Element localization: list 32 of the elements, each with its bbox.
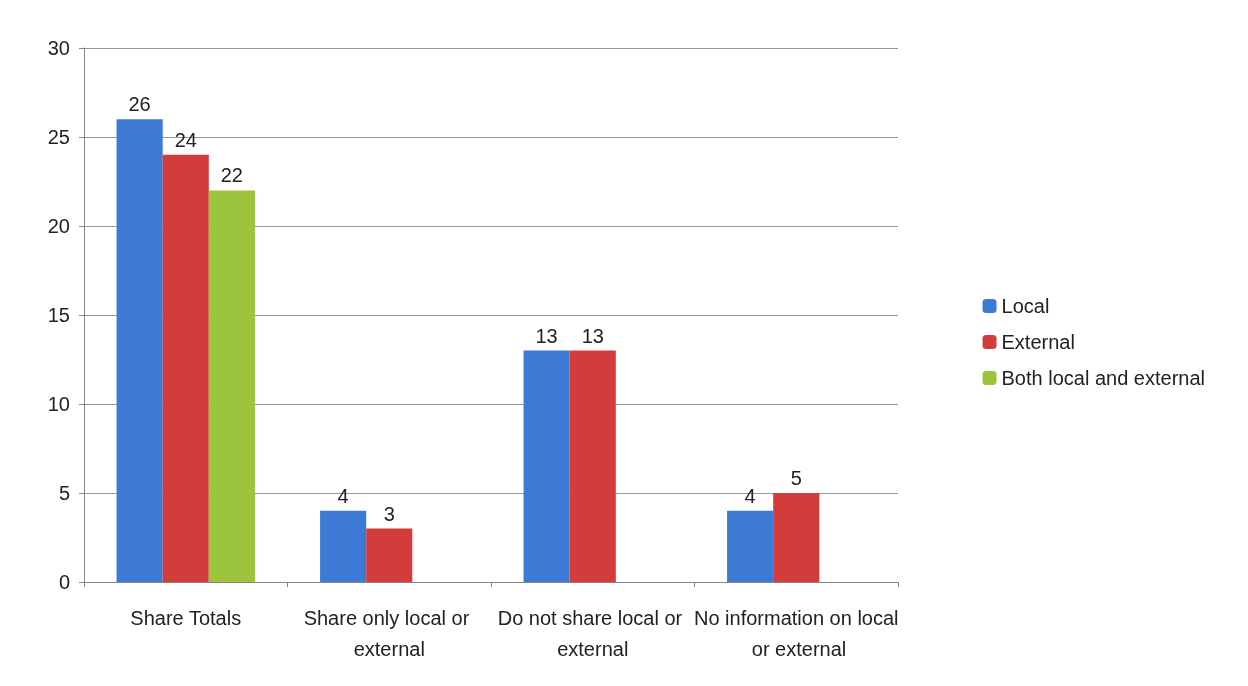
y-tick-label: 20 [47,215,70,237]
data-label: 3 [383,502,395,525]
bar [727,510,774,582]
x-tick-label: Share Totals [130,606,242,629]
x-tick-label: No information on local or external [693,606,899,660]
data-label: 13 [581,324,604,347]
bar [320,510,367,582]
bar [208,190,255,582]
bar [523,350,570,582]
bar [569,350,616,582]
y-tick-label: 30 [47,37,70,59]
y-tick-label: 5 [58,482,70,504]
data-label: 5 [790,467,802,489]
data-label: 4 [744,484,756,507]
x-tick-label: Do not share local or external [497,606,688,660]
bar [116,119,163,582]
y-tick-label: 25 [47,126,70,148]
data-label: 22 [220,164,243,187]
data-label: 4 [337,484,349,507]
data-label: 26 [128,93,151,116]
data-label: 13 [535,324,558,347]
data-label: 24 [174,128,197,151]
legend-label: External [1001,331,1075,353]
y-tick-label: 0 [58,571,70,593]
y-tick-label: 15 [47,304,70,326]
legend-label: Both local and external [1001,367,1205,389]
bar [366,528,413,582]
bar [773,493,820,582]
bar [162,154,209,582]
y-tick-label: 10 [47,393,70,415]
x-tick-label: Share only local or external [303,606,475,660]
legend-label: Local [1001,295,1050,317]
